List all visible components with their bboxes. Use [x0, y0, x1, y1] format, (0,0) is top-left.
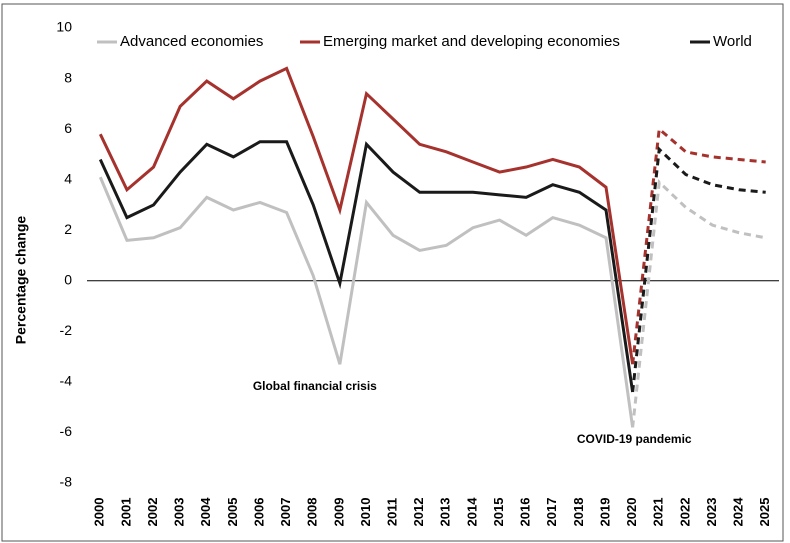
x-tick-label: 2018: [571, 498, 586, 527]
x-tick-label: 2005: [225, 498, 240, 527]
x-tick-label: 2014: [464, 497, 479, 527]
x-tick-label: 2012: [411, 498, 426, 527]
legend-label: Advanced economies: [120, 33, 263, 50]
x-tick-label: 2002: [145, 498, 160, 527]
legend-label: Emerging market and developing economies: [323, 33, 620, 50]
x-tick-label: 2013: [438, 498, 453, 527]
y-tick-label: -2: [60, 322, 73, 338]
x-tick-label: 2006: [251, 498, 266, 527]
y-tick-label: 4: [64, 170, 72, 186]
x-tick-label: 2021: [651, 498, 666, 527]
x-tick-label: 2022: [677, 498, 692, 527]
x-tick-label: 2003: [172, 498, 187, 527]
x-tick-label: 2010: [358, 498, 373, 527]
x-tick-label: 2015: [491, 498, 506, 527]
legend-label: World: [713, 33, 752, 50]
y-tick-label: 8: [64, 69, 72, 85]
series-line-projection: [631, 146, 766, 393]
y-tick-label: 10: [56, 19, 72, 35]
series-line-projection: [631, 179, 766, 428]
x-tick-label: 2011: [385, 498, 400, 526]
x-tick-label: 2000: [92, 498, 107, 527]
annotation: COVID-19 pandemic: [577, 432, 692, 446]
y-tick-label: -6: [60, 423, 73, 439]
x-tick-label: 2017: [544, 498, 559, 527]
annotation: Global financial crisis: [253, 379, 377, 393]
series-line: [98, 176, 635, 428]
y-tick-label: 2: [64, 221, 72, 237]
x-tick-label: 2024: [731, 497, 746, 527]
x-tick-label: 2019: [597, 498, 612, 527]
series-line-projection: [631, 126, 766, 365]
series-line: [98, 140, 635, 393]
y-tick-label: 6: [64, 120, 72, 136]
x-tick-label: 2001: [118, 498, 133, 527]
y-axis-label: Percentage change: [13, 216, 29, 345]
x-tick-label: 2004: [198, 497, 213, 527]
y-tick-label: 0: [64, 271, 72, 287]
x-tick-label: 2009: [331, 498, 346, 527]
x-tick-label: 2008: [305, 498, 320, 527]
series-line: [98, 66, 635, 365]
x-tick-label: 2007: [278, 498, 293, 527]
y-tick-label: -4: [60, 373, 73, 389]
x-tick-label: 2025: [757, 498, 772, 527]
x-tick-label: 2020: [624, 498, 639, 527]
chart-frame: [1, 3, 784, 542]
x-tick-label: 2023: [704, 498, 719, 527]
y-tick-label: -8: [60, 474, 73, 490]
x-tick-label: 2016: [518, 498, 533, 527]
